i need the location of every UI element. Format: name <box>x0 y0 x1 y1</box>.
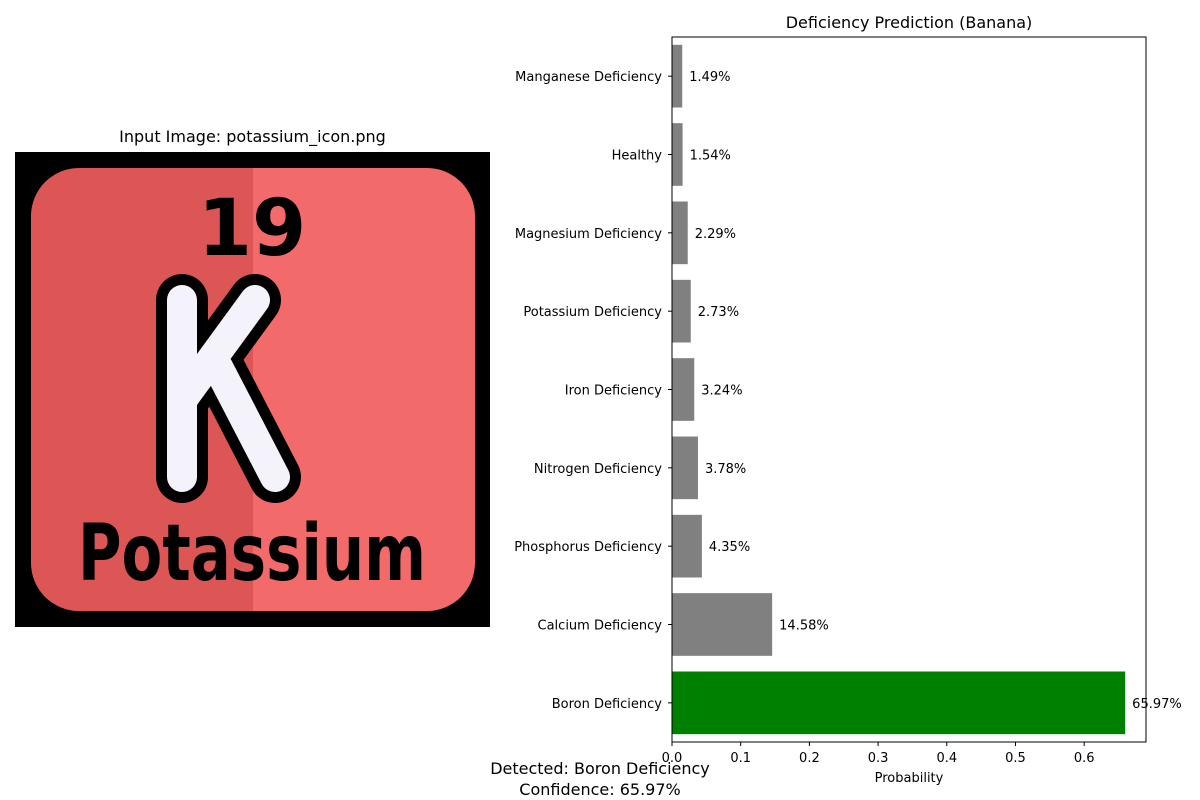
bar-4 <box>672 358 695 421</box>
detection-summary: Detected: Boron Deficiency Confidence: 6… <box>350 758 850 800</box>
data-label-1: 14.58% <box>779 619 829 634</box>
y-tick-layer: Boron Deficiency Calcium Deficiency Phosph… <box>514 70 672 712</box>
x-tick-label-0: 0.0 <box>662 751 683 766</box>
data-label-7: 1.54% <box>690 149 731 164</box>
plot-frame <box>671 36 1147 743</box>
icon-symbol-letter-fill <box>167 285 290 492</box>
bar-5 <box>672 279 691 343</box>
x-tick-label-4: 0.4 <box>936 751 957 766</box>
icon-element-name: Potassium <box>78 509 426 599</box>
x-tick-label-5: 0.5 <box>1005 751 1026 766</box>
data-label-8: 1.49% <box>689 70 730 85</box>
data-label-0: 65.97% <box>1132 697 1182 712</box>
detected-label: Detected: Boron Deficiency <box>490 759 710 778</box>
icon-atomic-number: 19 <box>198 184 307 274</box>
x-tick-label-3: 0.3 <box>868 751 889 766</box>
y-tick-label-0: Boron Deficiency <box>552 697 663 712</box>
x-axis-label: Probability <box>875 771 944 786</box>
y-tick-label-4: Iron Deficiency <box>565 384 663 399</box>
data-label-3: 3.78% <box>705 462 746 477</box>
y-tick-label-1: Calcium Deficiency <box>538 619 663 634</box>
x-tick-label-1: 0.1 <box>730 751 751 766</box>
bar-8 <box>672 44 683 108</box>
bar-1 <box>672 593 773 656</box>
bars-layer <box>672 44 1126 735</box>
x-tick-layer: 0.0 0.1 0.2 0.3 0.4 0.5 0.6 <box>662 742 1095 766</box>
y-tick-label-6: Magnesium Deficiency <box>515 227 662 242</box>
y-tick-label-7: Healthy <box>612 149 663 164</box>
confidence-label: Confidence: 65.97% <box>519 780 681 799</box>
y-tick-label-5: Potassium Deficiency <box>523 305 662 320</box>
x-tick-label-2: 0.2 <box>799 751 820 766</box>
bar-2 <box>672 514 702 578</box>
bar-0 <box>672 671 1126 735</box>
bar-3 <box>672 436 698 500</box>
y-tick-label-8: Manganese Deficiency <box>515 70 662 85</box>
data-label-5: 2.73% <box>698 305 739 320</box>
y-tick-label-3: Nitrogen Deficiency <box>534 462 662 477</box>
bar-7 <box>672 123 683 186</box>
icon-tile-right <box>253 168 475 611</box>
data-label-2: 4.35% <box>709 540 750 555</box>
y-tick-label-2: Phosphorus Deficiency <box>514 540 662 555</box>
data-label-6: 2.29% <box>695 227 736 242</box>
chart-title: Deficiency Prediction (Banana) <box>786 13 1033 32</box>
data-label-4: 3.24% <box>701 384 742 399</box>
input-image-title: Input Image: potassium_icon.png <box>119 127 386 146</box>
potassium-element-icon: 19 Potassium <box>15 152 490 627</box>
data-labels-layer: 65.97% 14.58% 4.35% 3.78% 3.24% 2.73% 2.29% 1.5… <box>689 70 1182 712</box>
x-tick-label-6: 0.6 <box>1074 751 1095 766</box>
bar-6 <box>672 201 688 265</box>
